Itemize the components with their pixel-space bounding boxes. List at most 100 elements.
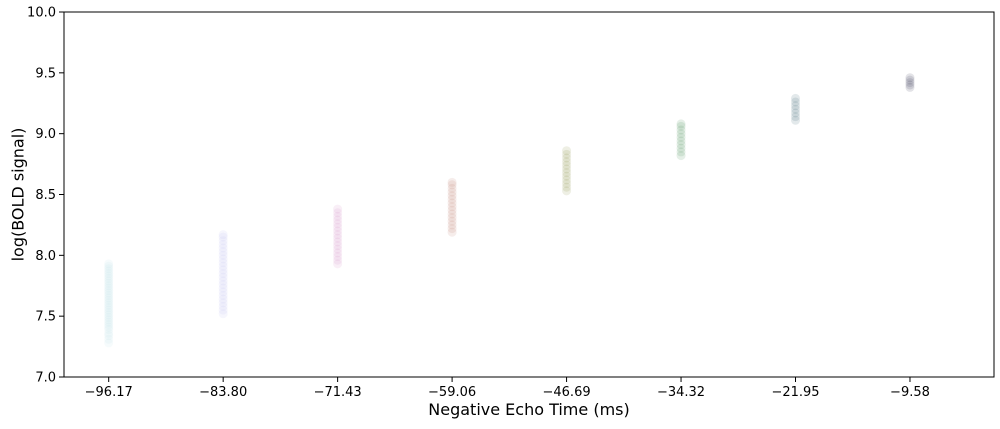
data-point [562,179,572,189]
data-point [104,273,114,283]
data-point [447,220,457,230]
data-point [104,266,114,276]
data-point [333,255,343,265]
data-point [791,115,801,125]
data-point [676,119,686,129]
data-point [104,312,114,322]
data-point [104,317,114,327]
data-point [791,97,801,107]
data-point [791,93,801,103]
data-point [447,209,457,219]
data-point [333,204,343,214]
data-point [218,269,228,279]
data-point [562,164,572,174]
data-point [905,82,915,92]
data-point [104,271,114,281]
data-point [447,183,457,193]
data-point [218,283,228,293]
data-point [104,325,114,335]
data-point [676,136,686,146]
data-point [104,295,114,305]
data-point [104,338,114,348]
data-point [791,108,801,118]
data-point [562,146,572,156]
data-point [218,230,228,240]
data-point [218,236,228,246]
data-point [218,232,228,242]
data-point [562,153,572,163]
data-point [447,202,457,212]
data-point [218,247,228,257]
data-point [333,244,343,254]
data-point [104,293,114,303]
data-point [676,121,686,131]
data-point [104,261,114,271]
data-point [218,272,228,282]
data-point [104,334,114,344]
data-point [905,78,915,88]
data-point [218,265,228,275]
data-point [218,301,228,311]
data-point [104,278,114,288]
data-point [218,250,228,260]
data-point [218,261,228,271]
data-point [333,252,343,262]
data-point [104,283,114,293]
data-point [218,298,228,308]
data-point [905,73,915,83]
data-point [104,308,114,318]
data-point [562,171,572,181]
data-point [218,290,228,300]
data-point [104,300,114,310]
data-point [104,303,114,313]
data-point [447,198,457,208]
data-point [218,280,228,290]
data-point [447,224,457,234]
data-point [447,177,457,187]
data-point [791,101,801,111]
data-point [333,241,343,251]
data-point [104,315,114,325]
data-marks [104,73,915,348]
x-tick-label: −9.58 [890,385,930,400]
data-point [562,182,572,192]
data-point [333,226,343,236]
data-point [218,239,228,249]
data-point [562,149,572,159]
data-point [104,305,114,315]
data-point [333,259,343,269]
y-tick-label: 10.0 [27,6,56,21]
data-point [333,208,343,218]
data-point [333,248,343,258]
data-point [333,237,343,247]
data-point [104,259,114,269]
data-point [218,254,228,264]
x-tick-label: −96.17 [85,385,133,400]
y-axis-title: log(BOLD signal) [9,128,28,262]
x-tick-label: −34.32 [657,385,705,400]
data-point [104,322,114,332]
data-point [218,309,228,319]
data-point [676,147,686,157]
data-point [218,294,228,304]
y-tick-label: 7.5 [35,310,56,325]
data-point [676,129,686,139]
data-point [218,258,228,268]
y-tick-label: 8.5 [35,188,56,203]
x-axis-title: Negative Echo Time (ms) [428,400,629,419]
x-tick-label: −46.69 [543,385,591,400]
data-point [104,331,114,341]
data-point [905,75,915,85]
y-tick-label: 7.0 [35,371,56,386]
data-point [104,290,114,300]
x-tick-label: −59.06 [428,385,476,400]
data-point [218,243,228,253]
data-point [447,180,457,190]
y-tick-label: 8.0 [35,249,56,264]
data-point [104,269,114,279]
data-point [218,305,228,315]
data-point [447,213,457,223]
data-point [562,157,572,167]
